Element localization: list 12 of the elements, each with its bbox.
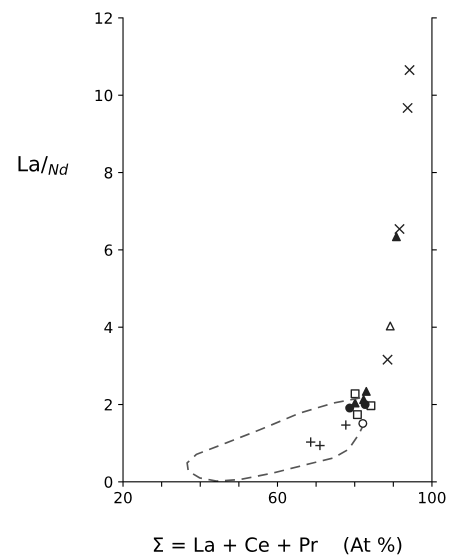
- y-tick-label: 12: [96, 12, 112, 24]
- y-tick-label: 4: [104, 322, 112, 334]
- x-tick-label: 60: [268, 492, 286, 504]
- y-tick-label: 6: [104, 244, 112, 256]
- y-tick-label: 2: [104, 398, 112, 410]
- x-tick-label: 20: [114, 492, 132, 504]
- y-axis-title: La/$_{Nd}$: [18, 156, 68, 175]
- x-axis-title: Σ = La + Ce + Pr (At %): [154, 536, 402, 554]
- y-tick-label: 10: [96, 90, 112, 102]
- y-tick-label: 8: [104, 167, 112, 179]
- y-tick-label: 0: [104, 476, 112, 488]
- x-tick-label: 100: [419, 492, 446, 504]
